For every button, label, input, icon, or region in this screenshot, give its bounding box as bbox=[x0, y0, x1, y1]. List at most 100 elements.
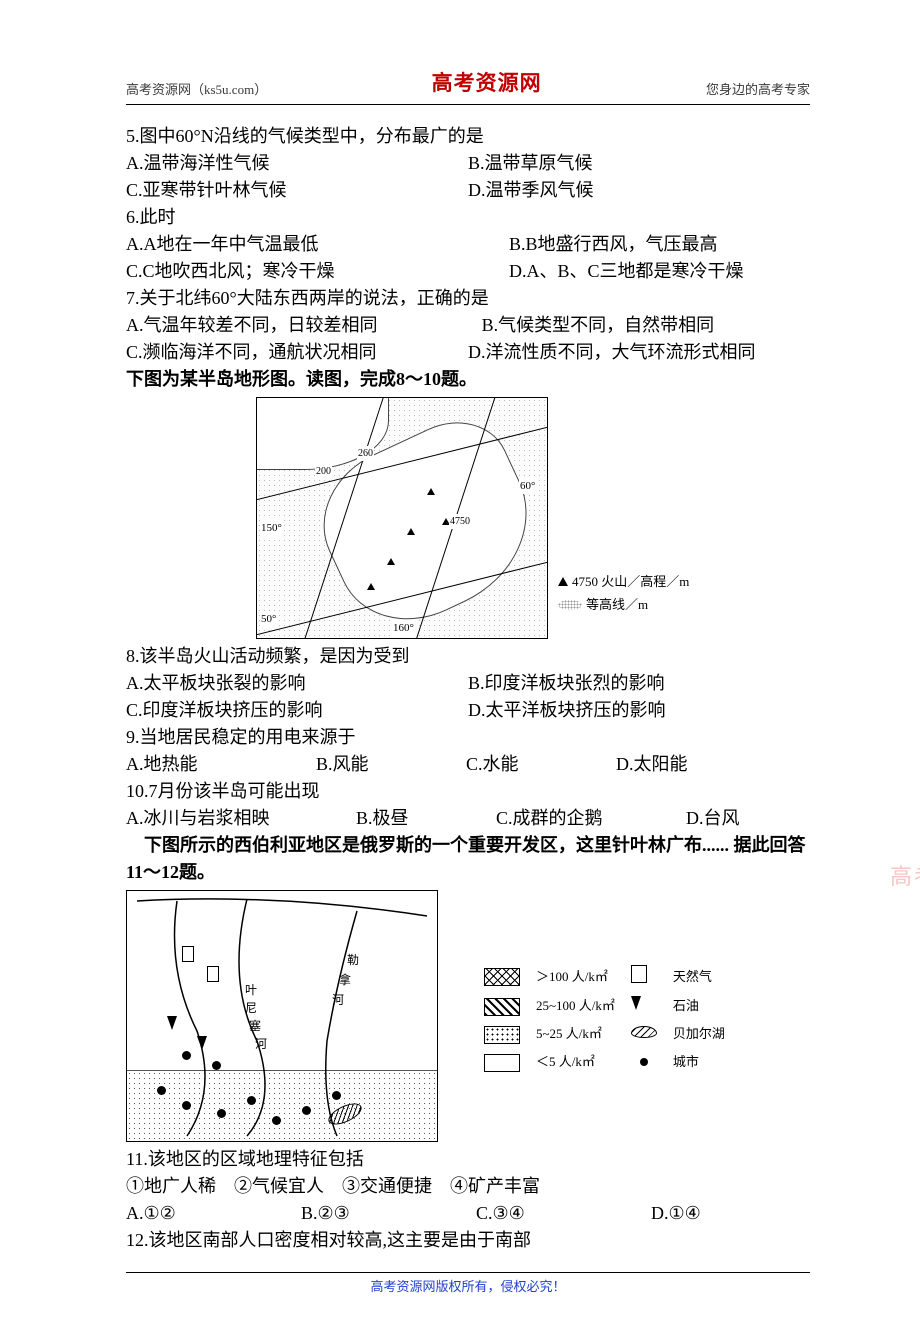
q5-opt-a: A.温带海洋性气候 bbox=[126, 150, 468, 177]
map1-contour-260: 260 bbox=[357, 446, 374, 461]
figure-siberia-legend: ＞100 人/k㎡ 天然气 25~100 人/k㎡ 石油 5~25 人/k㎡ 贝… bbox=[478, 960, 737, 1078]
q6-opt-a: A.A地在一年中气温最低 bbox=[126, 231, 509, 258]
map2-city-icon bbox=[157, 1086, 166, 1095]
legend-row: 5~25 人/k㎡ 贝加尔湖 bbox=[480, 1021, 735, 1047]
map1-label-lon150: 150° bbox=[260, 520, 283, 537]
gas-icon bbox=[631, 965, 647, 983]
q11-stem: 11.该地区的区域地理特征包括 bbox=[126, 1146, 810, 1173]
header-rule bbox=[126, 104, 810, 105]
q5-opt-d: D.温带季风气候 bbox=[468, 177, 810, 204]
map2-river-label: 勒 bbox=[347, 951, 359, 969]
page: 高考资源网（ks5u.com） 高考资源网 您身边的高考专家 5.图中60°N沿… bbox=[0, 0, 920, 1336]
q7-opt-b: B.气候类型不同，自然带相同 bbox=[482, 312, 810, 339]
q11-opt-d: D.①④ bbox=[651, 1200, 701, 1227]
header-center-logo: 高考资源网 bbox=[432, 68, 542, 100]
map1-label-lon160: 160° bbox=[392, 620, 415, 637]
lake-icon bbox=[631, 1026, 657, 1038]
figure-peninsula: 150° 160° 50° 60° 260 200 4750 4750 火山／高… bbox=[256, 397, 810, 639]
figure-peninsula-map: 150° 160° 50° 60° 260 200 4750 bbox=[256, 397, 548, 639]
q11-opt-b: B.②③ bbox=[301, 1200, 476, 1227]
legend-volcano-row: 4750 火山／高程／m bbox=[558, 572, 689, 592]
page-footer: 高考资源网版权所有，侵权必究！ bbox=[126, 1272, 810, 1297]
map2-city-icon bbox=[247, 1096, 256, 1105]
q5-stem: 5.图中60°N沿线的气候类型中，分布最广的是 bbox=[126, 123, 810, 150]
q7-options: A.气温年较差不同，日较差相同 B.气候类型不同，自然带相同 C.濒临海洋不同，… bbox=[126, 312, 810, 366]
q5-options: A.温带海洋性气候 B.温带草原气候 C.亚寒带针叶林气候 D.温带季风气候 bbox=[126, 150, 810, 204]
map2-river-label: 尼 bbox=[245, 999, 257, 1017]
footer-text: 高考资源网版权所有，侵权必究！ bbox=[126, 1277, 810, 1297]
legend-density-25-100: 25~100 人/k㎡ bbox=[532, 993, 625, 1019]
map2-city-icon bbox=[217, 1109, 226, 1118]
map1-peak-4750: 4750 bbox=[449, 514, 471, 529]
map1-contour-200: 200 bbox=[315, 464, 332, 479]
swatch-gt100-icon bbox=[484, 968, 520, 986]
map2-oil-icon bbox=[197, 1031, 207, 1058]
map1-volcano-icon bbox=[387, 558, 395, 565]
contour-icon bbox=[558, 600, 582, 610]
q10-opt-c: C.成群的企鹅 bbox=[496, 805, 686, 832]
legend-row: 25~100 人/k㎡ 石油 bbox=[480, 993, 735, 1019]
legend-lake: 贝加尔湖 bbox=[669, 1021, 735, 1047]
legend-oil: 石油 bbox=[669, 993, 735, 1019]
q6-opt-b: B.B地盛行西风，气压最高 bbox=[509, 231, 810, 258]
page-header: 高考资源网（ks5u.com） 高考资源网 您身边的高考专家 bbox=[126, 68, 810, 100]
q7-opt-d: D.洋流性质不同，大气环流形式相同 bbox=[468, 339, 810, 366]
figure-peninsula-legend: 4750 火山／高程／m 等高线／m bbox=[558, 572, 689, 639]
q10-opt-a: A.冰川与岩浆相映 bbox=[126, 805, 356, 832]
q6-options: A.A地在一年中气温最低 B.B地盛行西风，气压最高 C.C地吹西北风；寒冷干燥… bbox=[126, 231, 810, 285]
q5-opt-c: C.亚寒带针叶林气候 bbox=[126, 177, 468, 204]
map2-city-icon bbox=[182, 1051, 191, 1060]
oil-icon bbox=[631, 996, 641, 1010]
map1-volcano-icon bbox=[367, 583, 375, 590]
legend-row: ＞100 人/k㎡ 天然气 bbox=[480, 962, 735, 992]
figure-siberia-map: 叶 尼 塞 河 勒 拿 河 bbox=[126, 890, 438, 1142]
map2-city-icon bbox=[332, 1091, 341, 1100]
header-right: 您身边的高考专家 bbox=[706, 80, 810, 100]
map2-oil-icon bbox=[167, 1011, 177, 1038]
q10-opt-b: B.极昼 bbox=[356, 805, 496, 832]
q11-options: A.①② B.②③ C.③④ D.①④ bbox=[126, 1200, 810, 1227]
city-icon bbox=[640, 1058, 648, 1066]
legend-contour-row: 等高线／m bbox=[558, 595, 689, 615]
q9-opt-c: C.水能 bbox=[466, 751, 616, 778]
legend-row: ＜5 人/k㎡ 城市 bbox=[480, 1049, 735, 1075]
swatch-5-25-icon bbox=[484, 1026, 520, 1044]
legend-contour-label: 等高线／m bbox=[586, 595, 648, 615]
map2-river-label: 塞 bbox=[249, 1017, 261, 1035]
swatch-25-100-icon bbox=[484, 998, 520, 1016]
q11-opt-a: A.①② bbox=[126, 1200, 301, 1227]
figure-siberia: 高考资源网 bbox=[126, 890, 810, 1142]
legend-city: 城市 bbox=[669, 1049, 735, 1075]
q9-opt-d: D.太阳能 bbox=[616, 751, 688, 778]
legend-density-lt5: ＜5 人/k㎡ bbox=[532, 1049, 625, 1075]
q6-opt-c: C.C地吹西北风；寒冷干燥 bbox=[126, 258, 509, 285]
map1-volcano-icon bbox=[427, 488, 435, 495]
watermark: 高考资源网 bbox=[890, 860, 920, 893]
q9-options: A.地热能 B.风能 C.水能 D.太阳能 bbox=[126, 751, 810, 778]
q8-opt-d: D.太平洋板块挤压的影响 bbox=[468, 697, 810, 724]
map2-gas-icon bbox=[207, 966, 219, 982]
q5-opt-b: B.温带草原气候 bbox=[468, 150, 810, 177]
q8-options: A.太平板块张裂的影响 B.印度洋板块张烈的影响 C.印度洋板块挤压的影响 D.… bbox=[126, 670, 810, 724]
q7-opt-c: C.濒临海洋不同，通航状况相同 bbox=[126, 339, 468, 366]
intro-8-10: 下图为某半岛地形图。读图，完成8～10题。 bbox=[126, 366, 810, 393]
q7-opt-a: A.气温年较差不同，日较差相同 bbox=[126, 312, 482, 339]
q10-options: A.冰川与岩浆相映 B.极昼 C.成群的企鹅 D.台风 bbox=[126, 805, 810, 832]
q8-opt-c: C.印度洋板块挤压的影响 bbox=[126, 697, 468, 724]
map2-city-icon bbox=[182, 1101, 191, 1110]
q10-opt-d: D.台风 bbox=[686, 805, 740, 832]
triangle-icon bbox=[558, 577, 568, 586]
q11-opt-c: C.③④ bbox=[476, 1200, 651, 1227]
map2-city-icon bbox=[302, 1106, 311, 1115]
legend-table: ＞100 人/k㎡ 天然气 25~100 人/k㎡ 石油 5~25 人/k㎡ 贝… bbox=[478, 960, 737, 1078]
q12-stem: 12.该地区南部人口密度相对较高,这主要是由于南部 bbox=[126, 1227, 810, 1254]
intro-11-12: 下图所示的西伯利亚地区是俄罗斯的一个重要开发区，这里针叶林广布...... 据此… bbox=[126, 832, 810, 886]
q9-opt-b: B.风能 bbox=[316, 751, 466, 778]
map2-city-icon bbox=[212, 1061, 221, 1070]
q9-opt-a: A.地热能 bbox=[126, 751, 316, 778]
legend-volcano-label: 4750 火山／高程／m bbox=[572, 572, 689, 592]
footer-rule bbox=[126, 1272, 810, 1273]
map2-river-label: 河 bbox=[255, 1035, 267, 1053]
q6-opt-d: D.A、B、C三地都是寒冷干燥 bbox=[509, 258, 810, 285]
q7-stem: 7.关于北纬60°大陆东西两岸的说法，正确的是 bbox=[126, 285, 810, 312]
